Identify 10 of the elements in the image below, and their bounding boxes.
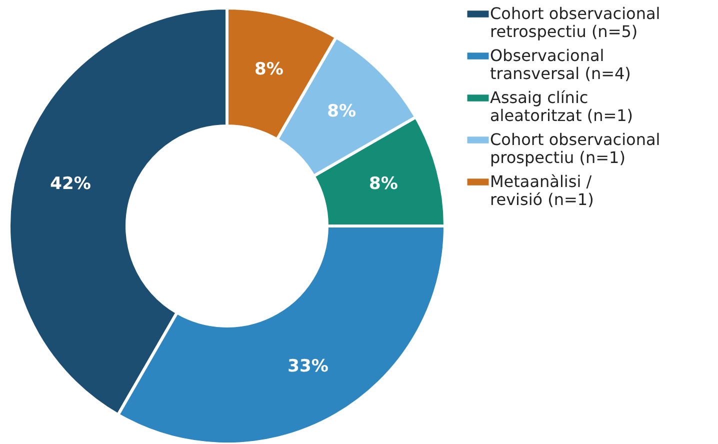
legend-label: Cohort observacional prospectiu (n=1) bbox=[490, 130, 660, 167]
data-label: 33% bbox=[288, 356, 328, 376]
data-label: 8% bbox=[327, 101, 356, 122]
legend-label: Metaanàlisi / revisió (n=1) bbox=[490, 172, 594, 209]
data-label: 8% bbox=[254, 60, 284, 80]
data-label: 42% bbox=[50, 174, 91, 194]
data-label: 8% bbox=[369, 174, 398, 194]
legend-label: Observacional transversal (n=4) bbox=[490, 46, 631, 83]
legend-label: Cohort observacional retrospectiu (n=5) bbox=[490, 4, 660, 41]
legend-label: Assaig clínic aleatoritzat (n=1) bbox=[490, 88, 634, 125]
